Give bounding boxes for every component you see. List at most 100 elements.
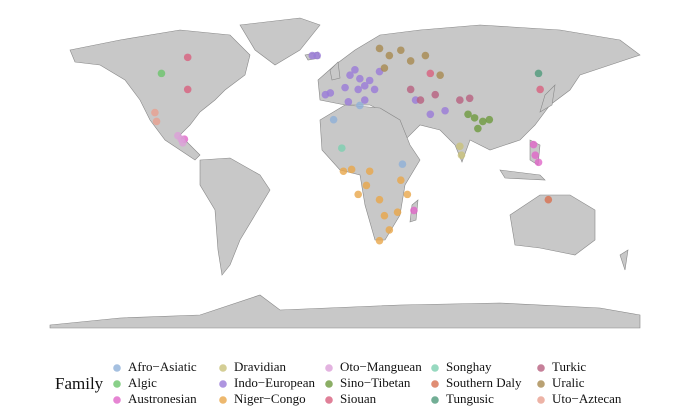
language-point <box>183 53 192 62</box>
legend-label: Songhay <box>446 359 492 374</box>
legend-swatch <box>537 396 545 404</box>
language-point <box>362 181 371 190</box>
language-point <box>354 190 362 199</box>
legend-label: Algic <box>128 375 157 390</box>
language-point <box>321 90 330 99</box>
legend-label: Niger−Congo <box>234 391 306 406</box>
language-point <box>441 106 449 115</box>
legend-title: Family <box>55 374 104 393</box>
language-point <box>344 98 353 106</box>
legend-swatch <box>325 396 333 404</box>
south-america <box>199 157 271 276</box>
language-point <box>529 140 538 149</box>
legend-label: Turkic <box>552 359 586 374</box>
language-point <box>478 117 487 126</box>
language-point <box>178 138 187 147</box>
language-point <box>421 51 430 60</box>
language-point <box>346 71 354 79</box>
legend-swatch <box>431 380 439 388</box>
language-point <box>385 51 394 60</box>
eurasia <box>317 24 641 163</box>
language-point <box>380 211 389 220</box>
language-point <box>313 51 322 60</box>
legend-swatch <box>113 364 121 372</box>
legend-label: Dravidian <box>234 359 286 374</box>
legend-swatch <box>325 380 333 388</box>
language-point <box>375 195 384 204</box>
language-point <box>183 85 192 94</box>
language-point <box>426 69 435 78</box>
language-point <box>406 85 415 94</box>
legend-swatch <box>431 396 439 404</box>
legend-label: Afro−Asiatic <box>128 359 197 374</box>
language-point <box>354 85 362 94</box>
language-point <box>406 57 415 65</box>
language-point <box>360 82 369 90</box>
language-point <box>464 110 472 119</box>
language-point <box>151 108 159 117</box>
language-point <box>474 124 482 133</box>
language-point <box>457 151 466 160</box>
language-point <box>351 66 359 74</box>
language-point <box>385 226 394 234</box>
language-point <box>365 167 374 176</box>
language-point <box>456 96 464 104</box>
language-point <box>356 74 364 83</box>
greenland <box>239 17 321 66</box>
north-america <box>69 29 251 161</box>
antarctica <box>49 294 641 329</box>
language-point <box>470 114 479 122</box>
language-points <box>151 44 553 245</box>
language-point <box>341 83 349 92</box>
language-point <box>426 110 435 119</box>
language-point <box>436 71 444 79</box>
language-point <box>416 96 425 104</box>
language-point <box>431 90 440 99</box>
legend-label: Uto−Aztecan <box>552 391 622 406</box>
legend-label: Indo−European <box>234 375 315 390</box>
language-point <box>456 142 464 151</box>
language-point <box>397 176 405 184</box>
legend-label: Siouan <box>340 391 377 406</box>
legend-label: Tungusic <box>446 391 494 406</box>
language-point <box>544 195 553 204</box>
legend-swatch <box>537 380 545 388</box>
language-point <box>410 206 418 215</box>
britain <box>329 61 341 81</box>
new-zealand <box>619 249 629 271</box>
language-point <box>375 44 384 53</box>
language-point <box>370 85 379 94</box>
language-point <box>531 151 540 160</box>
language-point <box>393 208 402 216</box>
australia <box>509 194 596 256</box>
language-point <box>347 165 356 174</box>
language-point <box>397 46 405 55</box>
language-point <box>360 96 369 104</box>
language-point <box>157 69 166 78</box>
language-point <box>380 64 389 72</box>
legend-label: Uralic <box>552 375 585 390</box>
legend-swatch <box>219 380 227 388</box>
legend-label: Southern Daly <box>446 375 522 390</box>
language-point <box>338 144 346 152</box>
legend-swatch <box>219 364 227 372</box>
legend-label: Oto−Manguean <box>340 359 422 374</box>
indonesia <box>499 169 546 181</box>
legend-label: Austronesian <box>128 391 197 406</box>
legend-swatch <box>113 396 121 404</box>
language-point <box>398 160 407 168</box>
language-point <box>152 117 161 126</box>
language-point <box>465 94 474 103</box>
legend-swatch <box>537 364 545 372</box>
legend-label: Sino−Tibetan <box>340 375 411 390</box>
language-point <box>356 101 364 110</box>
language-point <box>534 69 543 78</box>
language-point <box>329 115 338 124</box>
language-point <box>375 236 384 245</box>
legend-swatch <box>219 396 227 404</box>
legend-swatch <box>325 364 333 372</box>
language-point <box>339 167 348 176</box>
